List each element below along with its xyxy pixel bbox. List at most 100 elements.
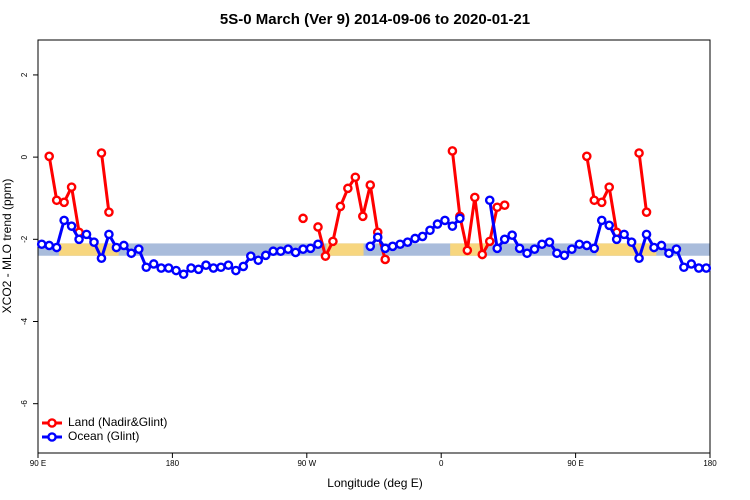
- data-point: [544, 237, 555, 247]
- legend-marker: [47, 418, 57, 428]
- data-point: [44, 240, 55, 251]
- data-point: [604, 220, 615, 231]
- data-point: [634, 148, 644, 158]
- data-point: [44, 151, 55, 162]
- data-point: [529, 244, 540, 254]
- land-band: [326, 243, 364, 256]
- data-point: [492, 243, 503, 254]
- data-point: [701, 263, 712, 273]
- data-point: [81, 229, 92, 240]
- data-point: [96, 253, 107, 264]
- data-point: [313, 222, 323, 232]
- data-point: [59, 215, 69, 226]
- data-point: [514, 243, 525, 254]
- data-point: [417, 231, 428, 242]
- data-point: [350, 172, 361, 183]
- data-point: [201, 260, 211, 270]
- data-point: [499, 200, 510, 210]
- data-point: [290, 247, 301, 258]
- data-point: [275, 246, 286, 257]
- data-point: [582, 151, 592, 162]
- data-point: [104, 207, 114, 217]
- data-point: [59, 197, 69, 208]
- data-point: [656, 240, 667, 251]
- data-point: [298, 244, 308, 254]
- data-point: [447, 221, 458, 231]
- data-point: [126, 248, 137, 259]
- data-point: [380, 254, 391, 265]
- data-point: [193, 264, 204, 275]
- data-point: [537, 239, 547, 250]
- data-point: [245, 251, 256, 261]
- x-tick-label: 90 W: [297, 459, 316, 468]
- data-point: [447, 146, 458, 156]
- legend-label: Land (Nadir&Glint): [68, 415, 167, 429]
- data-point: [484, 195, 495, 206]
- data-point: [357, 211, 368, 222]
- data-point: [268, 246, 279, 257]
- data-point: [387, 241, 398, 252]
- data-point: [283, 244, 293, 254]
- legend-marker: [47, 432, 57, 442]
- data-point: [694, 263, 704, 273]
- data-point: [559, 250, 570, 261]
- y-tick-label: -4: [20, 317, 29, 325]
- data-point: [104, 229, 114, 240]
- data-point: [66, 221, 77, 231]
- y-axis-label: XCO2 - MLO trend (ppm): [0, 179, 14, 314]
- data-point: [328, 236, 338, 247]
- data-point: [365, 241, 376, 252]
- data-point: [425, 225, 435, 236]
- x-tick-label: 90 E: [30, 459, 46, 468]
- data-point: [74, 234, 84, 245]
- data-point: [89, 237, 99, 247]
- data-point: [626, 237, 637, 247]
- data-point: [223, 260, 234, 270]
- data-point: [96, 148, 107, 158]
- data-point: [462, 245, 473, 256]
- data-point: [671, 244, 682, 254]
- data-point: [619, 229, 629, 240]
- data-point: [484, 236, 495, 247]
- land-band: [596, 243, 657, 256]
- data-point: [679, 262, 689, 273]
- x-tick-label: 0: [439, 459, 444, 468]
- data-point: [305, 243, 316, 254]
- data-point: [582, 240, 592, 251]
- y-tick-label: 2: [20, 72, 29, 77]
- data-point: [589, 243, 600, 254]
- data-point: [641, 229, 652, 240]
- data-point: [469, 192, 480, 203]
- data-point: [492, 202, 503, 213]
- data-point: [365, 180, 376, 190]
- y-tick-label: -2: [20, 235, 29, 243]
- data-point: [432, 219, 443, 229]
- data-point: [51, 195, 62, 206]
- data-point: [320, 251, 331, 261]
- data-point: [66, 182, 77, 192]
- data-point: [664, 248, 674, 259]
- data-point: [298, 213, 308, 224]
- data-point: [238, 261, 249, 272]
- data-point: [641, 207, 652, 217]
- data-point: [410, 233, 420, 244]
- data-point: [171, 265, 181, 276]
- data-point: [178, 269, 189, 280]
- data-point: [380, 243, 391, 254]
- data-point: [477, 249, 488, 260]
- data-point: [156, 263, 166, 273]
- series-line: [47, 150, 648, 261]
- data-point: [402, 237, 413, 247]
- data-point: [372, 232, 383, 243]
- data-point: [574, 239, 585, 250]
- data-point: [51, 242, 62, 253]
- data-point: [343, 183, 353, 194]
- data-point: [260, 250, 271, 261]
- data-point: [596, 197, 607, 208]
- data-point: [596, 215, 607, 226]
- data-point: [208, 263, 219, 273]
- data-point: [589, 195, 600, 206]
- data-point: [440, 215, 450, 226]
- data-point: [649, 242, 659, 253]
